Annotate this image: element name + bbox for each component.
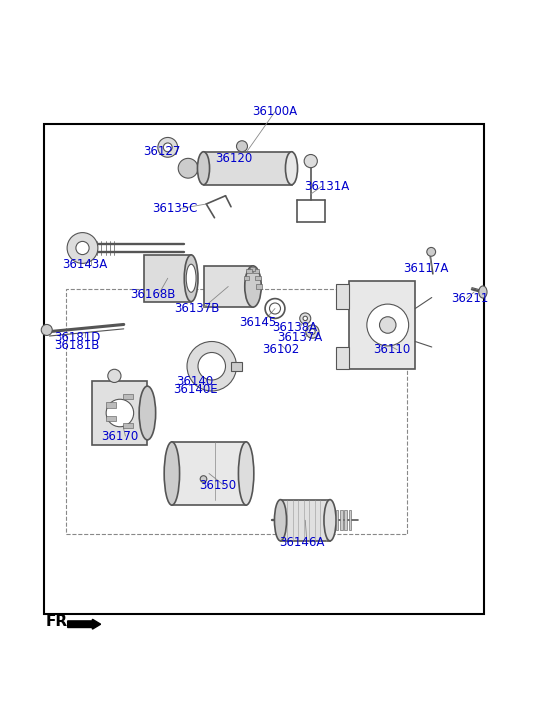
Text: 36168B: 36168B [130,288,175,301]
Ellipse shape [478,286,487,298]
Circle shape [300,313,311,324]
Bar [256,284,262,289]
Text: 36120: 36120 [215,153,252,166]
Bar [144,255,191,302]
Bar [44,124,484,614]
Bar [336,510,338,530]
Bar [349,510,351,530]
Text: 36137B: 36137B [174,302,219,315]
Ellipse shape [139,386,156,440]
Text: 36211: 36211 [452,292,489,305]
Text: 36137A: 36137A [277,331,322,344]
Bar [246,269,252,273]
Bar [66,289,407,534]
Circle shape [158,137,178,157]
Text: 36138A: 36138A [272,321,317,334]
Bar [123,423,133,428]
Circle shape [163,143,172,152]
Ellipse shape [239,442,254,505]
Circle shape [367,304,409,346]
Circle shape [306,325,319,338]
Text: 36135C: 36135C [152,202,197,215]
Bar [123,394,133,399]
Ellipse shape [274,499,287,541]
Circle shape [304,155,317,168]
Ellipse shape [164,442,179,505]
Bar [204,152,292,185]
Ellipse shape [324,499,336,541]
Ellipse shape [184,255,198,302]
Circle shape [178,158,198,178]
Text: 36140: 36140 [177,374,214,387]
Bar [344,510,347,530]
Bar [204,266,253,307]
Circle shape [106,399,134,427]
Bar [336,284,349,308]
Text: 36140E: 36140E [173,383,218,396]
Text: 36131A: 36131A [305,180,350,193]
Bar [106,402,116,408]
Bar [336,347,349,369]
Text: 36110: 36110 [373,343,410,356]
Bar [349,281,415,369]
Circle shape [108,369,121,382]
Circle shape [76,241,89,254]
Bar [244,276,250,280]
Text: FR.: FR. [46,614,74,629]
Circle shape [198,353,226,380]
Text: 36117A: 36117A [404,262,449,276]
Circle shape [187,342,236,391]
Bar [340,510,343,530]
Ellipse shape [285,152,298,185]
Text: 36170: 36170 [101,430,139,443]
Text: 36181B: 36181B [54,340,100,353]
Text: 36143A: 36143A [63,258,108,271]
Bar [255,276,261,280]
Circle shape [379,317,396,333]
Circle shape [427,247,436,256]
Circle shape [41,324,52,335]
Bar [92,382,147,445]
Bar [250,267,255,271]
Text: 36100A: 36100A [252,105,298,118]
FancyArrow shape [68,619,101,629]
Circle shape [303,316,307,321]
Circle shape [67,233,98,263]
Circle shape [310,329,315,334]
Ellipse shape [186,264,196,292]
Bar [253,269,258,273]
Text: 36146A: 36146A [279,536,324,549]
Ellipse shape [197,152,210,185]
Circle shape [200,475,207,482]
Text: 36181D: 36181D [54,331,100,344]
Ellipse shape [245,266,261,307]
Text: 36127: 36127 [144,145,181,158]
Bar [231,362,242,371]
Text: 36150: 36150 [199,479,236,492]
Bar [172,442,246,505]
Bar [280,499,330,541]
Text: 36102: 36102 [262,343,299,356]
Circle shape [236,141,248,152]
Text: 36145: 36145 [239,316,276,329]
Bar [106,416,116,421]
